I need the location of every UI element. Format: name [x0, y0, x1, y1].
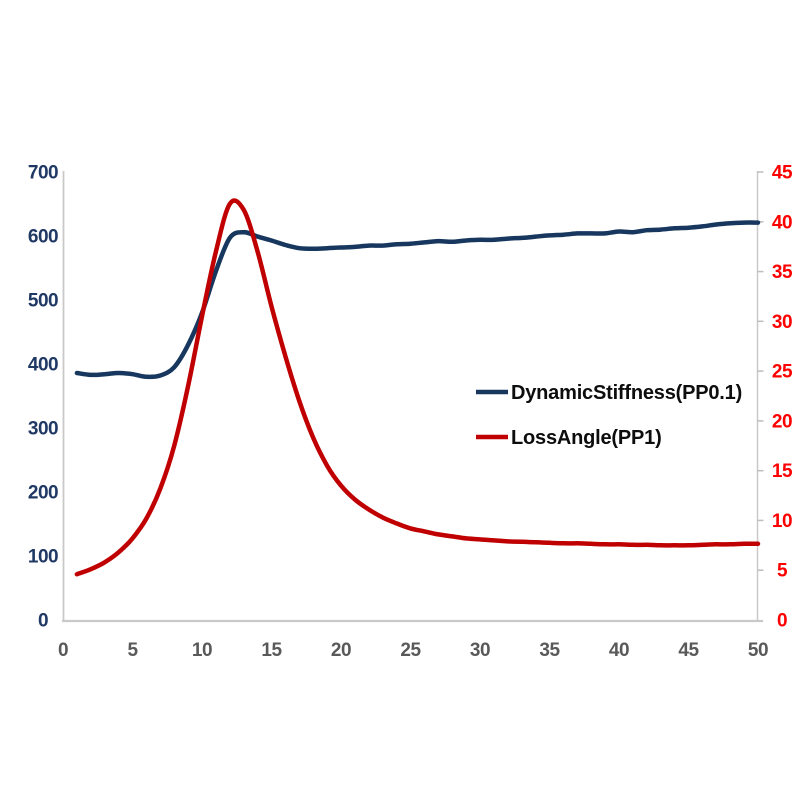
- y-left-tick-label: 200: [28, 483, 58, 504]
- x-tick-label: 45: [678, 640, 699, 661]
- series-lines: [74, 198, 761, 577]
- x-tick-label: 40: [609, 640, 629, 661]
- y-right-tick-label: 35: [772, 262, 793, 283]
- y-left-tick-label: 400: [28, 355, 58, 376]
- x-tick-label: 30: [470, 640, 490, 661]
- y-left-tick-label: 500: [28, 291, 58, 312]
- y-left-tick-label: 600: [28, 227, 58, 248]
- y-left-tick-label: 100: [28, 547, 58, 568]
- legend-label-loss-angle: LossAngle(PP1): [511, 427, 662, 449]
- y-left-tick-labels: 0 100 200 300 400 500 600 700: [28, 163, 59, 632]
- y-left-tick-label: 700: [28, 163, 58, 184]
- legend-label-dynamic-stiffness: DynamicStiffness(PP0.1): [511, 382, 742, 404]
- x-tick-label: 10: [192, 640, 212, 661]
- y-left-tick-label: 0: [38, 611, 48, 632]
- y-right-tick-label: 25: [772, 362, 793, 383]
- x-tick-label: 35: [539, 640, 560, 661]
- y-right-tick-label: 30: [772, 312, 792, 333]
- y-right-tick-labels: 0 5 10 15 20 25 30 35 40 45: [772, 163, 794, 632]
- y-right-tick-label: 20: [772, 411, 792, 432]
- x-tick-label: 20: [331, 640, 351, 661]
- x-tick-label: 5: [127, 640, 138, 661]
- series-line-1: [74, 198, 761, 577]
- y-right-tick-label: 40: [772, 212, 792, 233]
- legend: DynamicStiffness(PP0.1) LossAngle(PP1): [476, 382, 742, 449]
- x-tick-label: 50: [748, 640, 768, 661]
- x-tick-label: 25: [400, 640, 421, 661]
- y-right-tick-label: 45: [772, 163, 793, 184]
- series-line-0: [74, 220, 761, 380]
- y-right-tick-label: 0: [777, 611, 787, 632]
- y-right-tick-label: 15: [772, 461, 793, 482]
- x-tick-label: 15: [261, 640, 282, 661]
- x-tick-labels: 0 5 10 15 20 25 30 35 40 45 50: [58, 640, 769, 661]
- x-tick-label: 0: [58, 640, 68, 661]
- y-right-tick-label: 5: [777, 561, 788, 582]
- y-right-tick-label: 10: [772, 511, 792, 532]
- y-right-tick-marks: [757, 171, 764, 571]
- y-left-tick-label: 300: [28, 419, 58, 440]
